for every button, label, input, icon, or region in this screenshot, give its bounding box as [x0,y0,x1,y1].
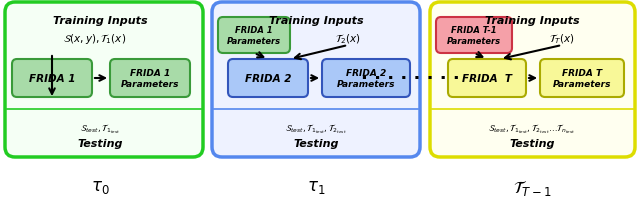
Text: $\mathcal{S}_{test}, \mathcal{T}_{1_{test}}, \mathcal{T}_{2_{test}}$: $\mathcal{S}_{test}, \mathcal{T}_{1_{tes… [285,121,347,135]
FancyBboxPatch shape [110,60,190,98]
Text: Testing: Testing [509,138,555,148]
FancyBboxPatch shape [430,3,635,157]
Text: Training Inputs: Training Inputs [269,16,364,26]
Text: FRIDA 2: FRIDA 2 [244,74,291,84]
Text: FRIDA 1
Parameters: FRIDA 1 Parameters [121,69,179,88]
Text: $\mathcal{T}_T(x)$: $\mathcal{T}_T(x)$ [549,32,575,45]
Text: FRIDA T
Parameters: FRIDA T Parameters [553,69,611,88]
FancyBboxPatch shape [322,60,410,98]
FancyBboxPatch shape [448,60,526,98]
Text: FRIDA 1
Parameters: FRIDA 1 Parameters [227,26,281,45]
FancyBboxPatch shape [12,60,92,98]
Text: Testing: Testing [77,138,123,148]
Text: · · · · · · · ·: · · · · · · · · [360,70,460,87]
Text: FRIDA 1: FRIDA 1 [29,74,76,84]
Text: FRIDA 2
Parameters: FRIDA 2 Parameters [337,69,396,88]
FancyBboxPatch shape [212,3,420,157]
Text: $\mathcal{T}_{T-1}$: $\mathcal{T}_{T-1}$ [513,177,551,197]
Text: Training Inputs: Training Inputs [52,16,147,26]
Text: $\tau_1$: $\tau_1$ [307,177,325,195]
FancyBboxPatch shape [228,60,308,98]
Text: FRIDA T-1
Parameters: FRIDA T-1 Parameters [447,26,501,45]
Text: Training Inputs: Training Inputs [484,16,579,26]
Text: $\mathcal{S}(x,y), \mathcal{T}_1(x)$: $\mathcal{S}(x,y), \mathcal{T}_1(x)$ [63,32,127,46]
Text: $\tau_0$: $\tau_0$ [91,177,109,195]
Text: $\mathcal{S}_{test}, \mathcal{T}_{1_{test}}, \mathcal{T}_{2_{test}}\ldots\mathca: $\mathcal{S}_{test}, \mathcal{T}_{1_{tes… [488,121,575,135]
FancyBboxPatch shape [436,18,512,54]
Text: $\mathcal{S}_{test}, \mathcal{T}_{1_{test}}$: $\mathcal{S}_{test}, \mathcal{T}_{1_{tes… [80,121,120,135]
FancyBboxPatch shape [218,18,290,54]
FancyBboxPatch shape [5,3,203,157]
Text: $\mathcal{T}_2(x)$: $\mathcal{T}_2(x)$ [335,32,361,45]
FancyBboxPatch shape [540,60,624,98]
Text: FRIDA  T: FRIDA T [462,74,512,84]
Text: Testing: Testing [293,138,339,148]
